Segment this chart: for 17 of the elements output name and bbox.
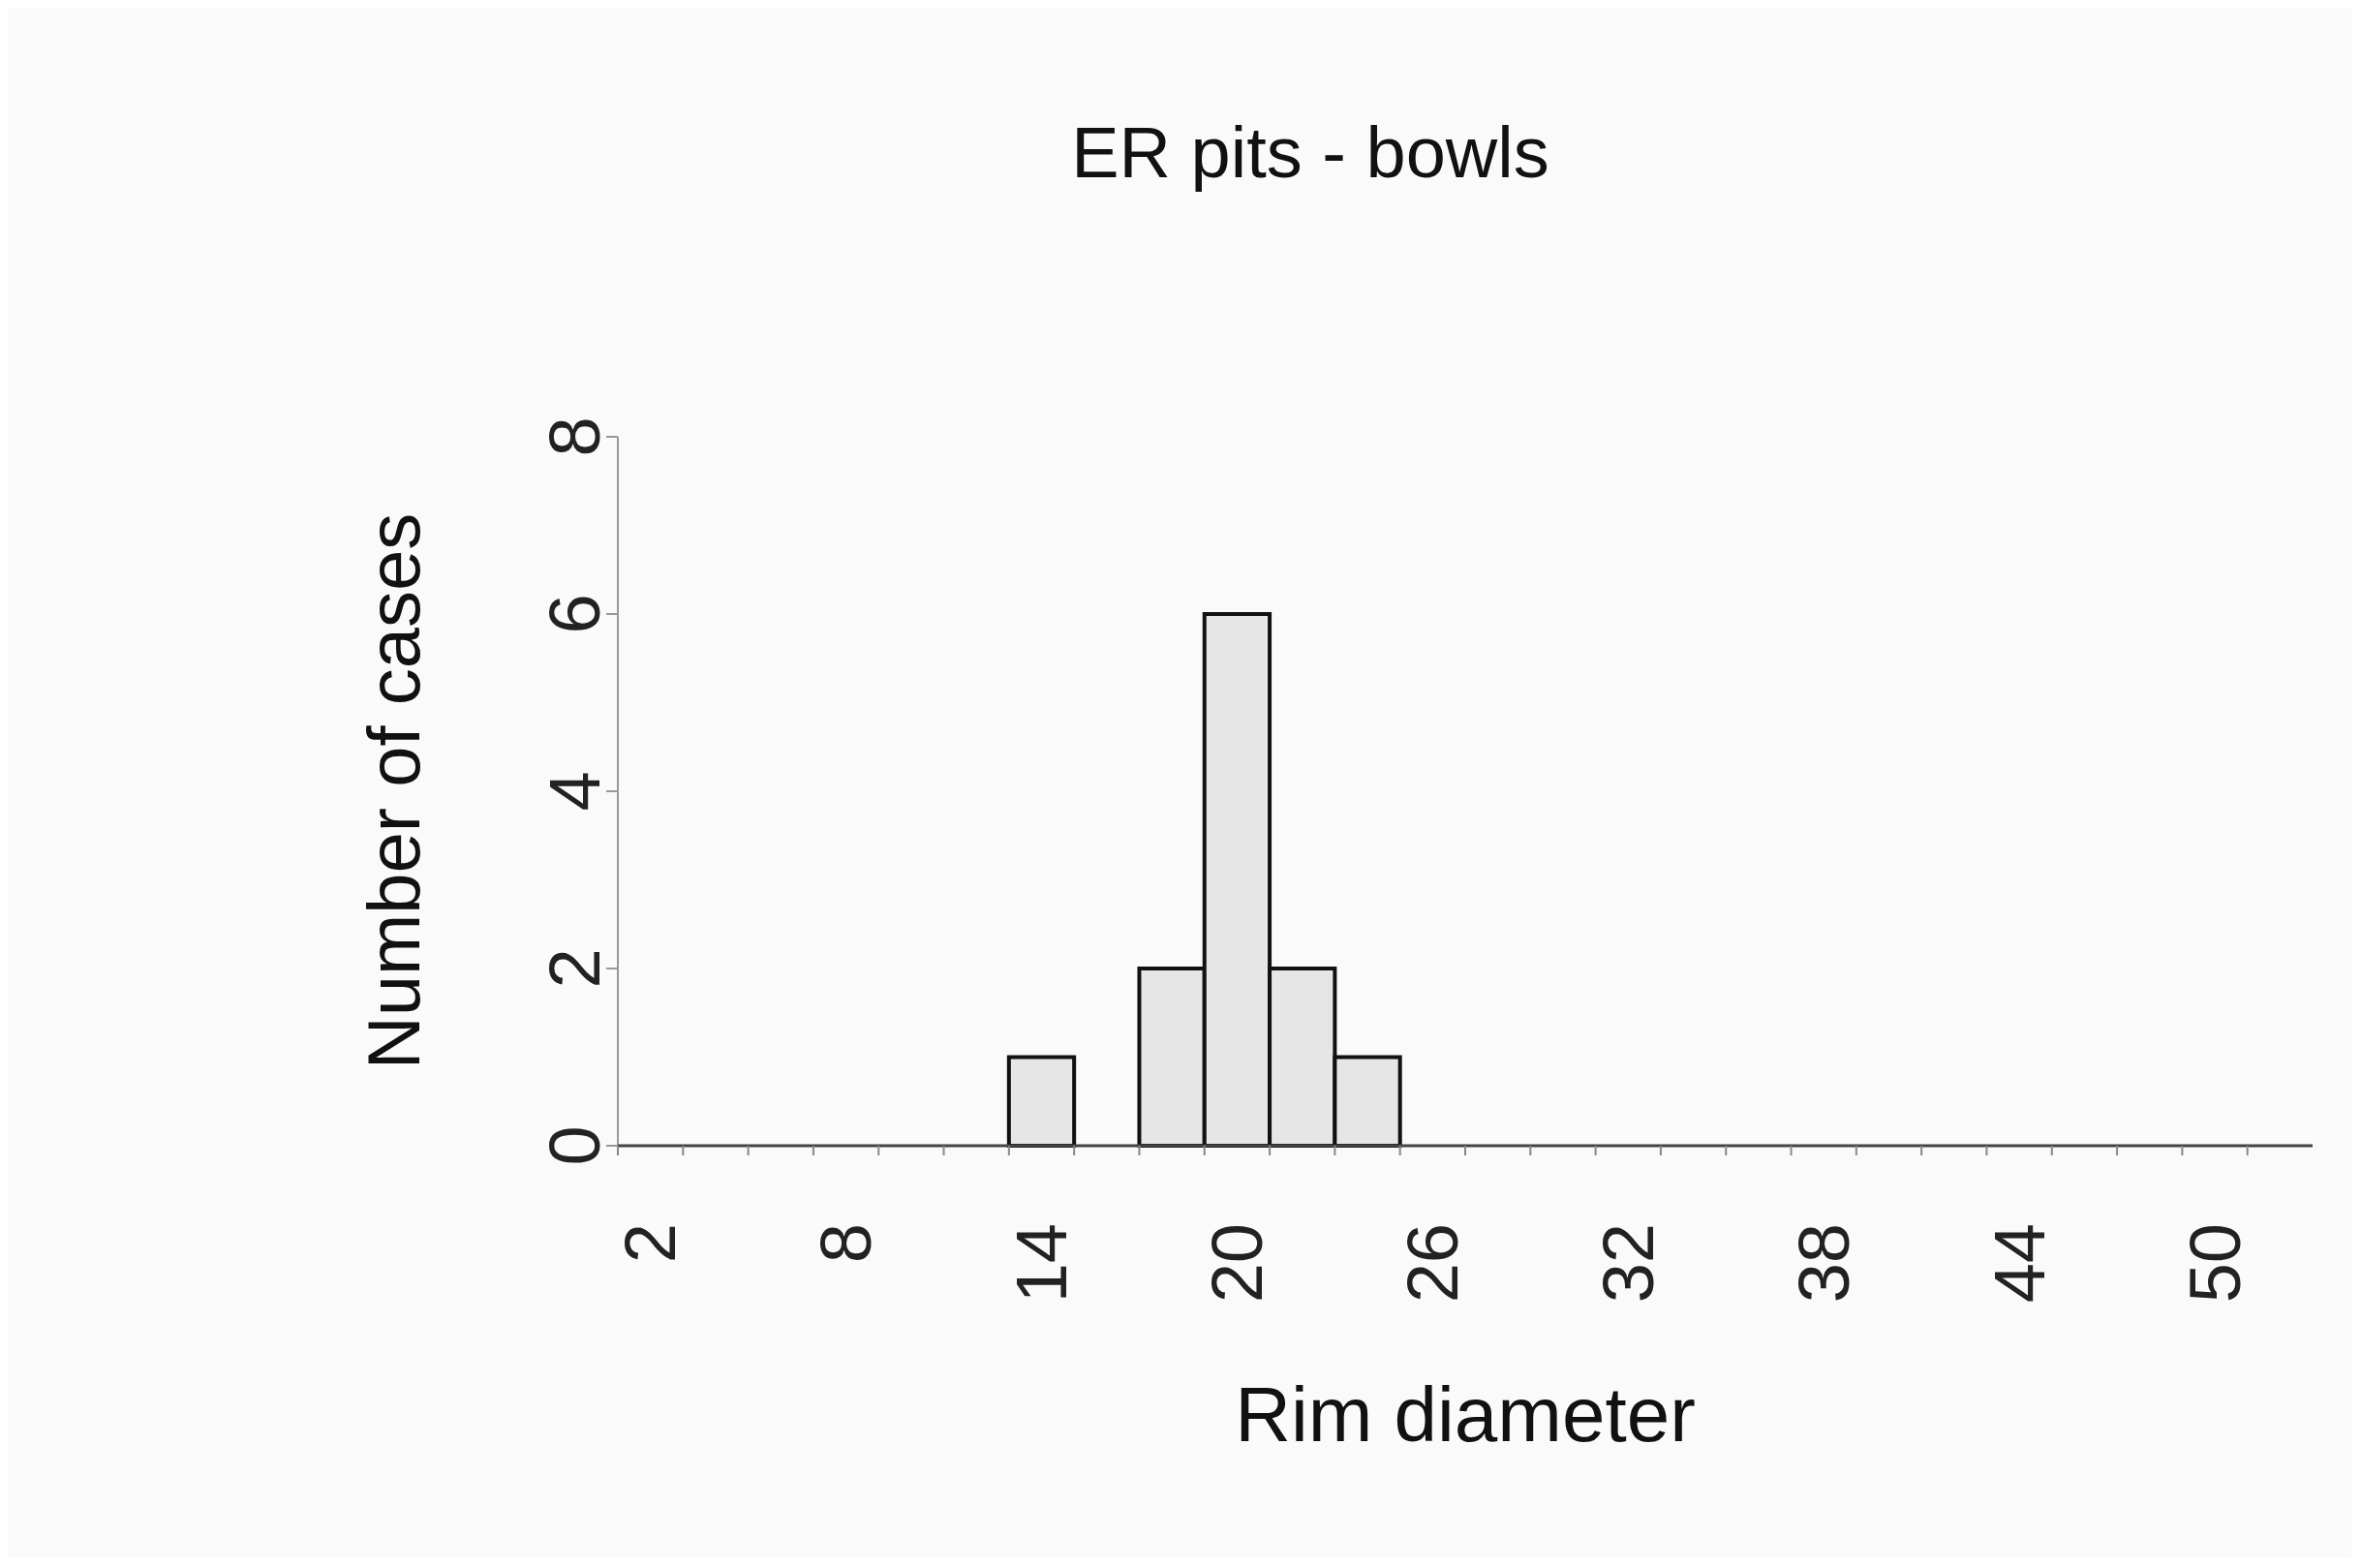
- y-tick-label: 8: [534, 416, 615, 457]
- x-axis-title: Rim diameter: [1235, 1371, 1696, 1458]
- y-tick-label: 6: [534, 594, 615, 634]
- x-tick-label: 14: [1001, 1223, 1082, 1304]
- chart-title: ER pits - bowls: [1071, 112, 1549, 193]
- x-tick-label: 20: [1196, 1223, 1277, 1304]
- x-tick-label: 26: [1392, 1223, 1473, 1304]
- y-axis-title: Number of cases: [353, 512, 435, 1070]
- x-tick-label: 50: [2174, 1223, 2255, 1304]
- x-tick-label: 44: [1978, 1223, 2060, 1304]
- y-tick-label: 4: [534, 771, 615, 812]
- y-tick-label: 0: [534, 1125, 615, 1166]
- x-tick-label: 38: [1783, 1223, 1864, 1304]
- y-tick-label: 2: [534, 948, 615, 989]
- x-tick-label: 8: [806, 1223, 887, 1264]
- x-tick-label: 2: [610, 1223, 691, 1264]
- x-tick-label: 32: [1587, 1223, 1669, 1304]
